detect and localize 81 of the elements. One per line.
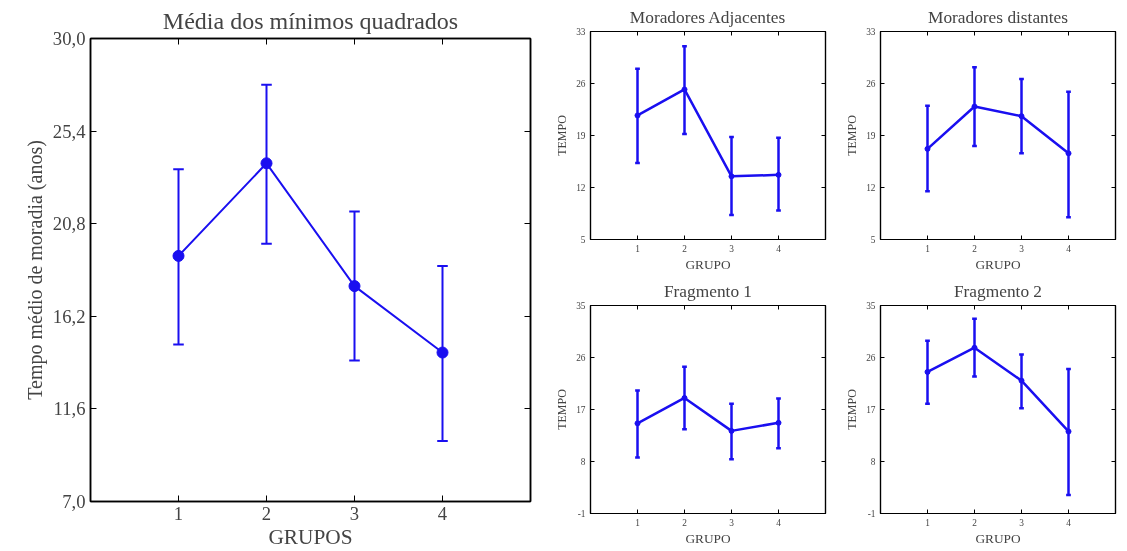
y-tick-label: 19 <box>576 131 586 141</box>
x-tick-label: 3 <box>349 502 360 524</box>
point <box>971 344 978 351</box>
point <box>1018 377 1025 384</box>
x-tick-label: 1 <box>925 517 931 528</box>
x-tick-label: 3 <box>1019 243 1025 254</box>
y-tick-label: -1 <box>577 509 586 519</box>
y-tick-label: -1 <box>867 509 876 519</box>
x-tick-label: 1 <box>925 243 931 254</box>
point <box>924 368 931 375</box>
point <box>775 419 782 426</box>
x-tick-label: 1 <box>635 517 641 528</box>
x-tick-label: 2 <box>972 517 978 528</box>
y-tick-label: 8 <box>580 457 586 467</box>
y-tick-label: 33 <box>576 27 586 37</box>
x-tick-label: 1 <box>173 502 184 524</box>
x-tick-label: 2 <box>682 517 688 528</box>
y-tick-label: 5 <box>580 235 586 245</box>
x-axis-title: GRUPO <box>685 530 731 546</box>
y-tick-label: 25,4 <box>52 120 87 142</box>
x-axis-title: GRUPO <box>685 256 731 272</box>
y-axis-title: Tempo médio de moradia (anos) <box>23 140 47 400</box>
y-tick-label: 11,6 <box>53 398 86 420</box>
point <box>260 157 273 170</box>
point <box>728 427 735 434</box>
chart-title: Média dos mínimos quadrados <box>162 7 459 34</box>
y-tick-label: 26 <box>576 353 586 363</box>
x-tick-label: 4 <box>1066 517 1072 528</box>
point <box>634 112 641 119</box>
x-tick-label: 3 <box>729 243 735 254</box>
y-tick-label: 17 <box>576 405 586 415</box>
point <box>634 420 641 427</box>
y-tick-label: 20,8 <box>52 213 86 235</box>
y-tick-label: 12 <box>866 183 876 193</box>
point <box>681 394 688 401</box>
y-axis-title: TEMPO <box>555 114 570 156</box>
y-axis-title: TEMPO <box>845 388 860 430</box>
point <box>924 145 931 152</box>
y-tick-label: 26 <box>866 353 876 363</box>
chart-title: Fragmento 1 <box>663 281 753 301</box>
y-tick-label: 16,2 <box>52 305 86 327</box>
x-tick-label: 2 <box>682 243 688 254</box>
x-tick-label: 4 <box>776 517 782 528</box>
y-tick-label: 30,0 <box>52 28 86 49</box>
point <box>681 86 688 93</box>
point <box>172 249 185 262</box>
point <box>775 171 782 178</box>
y-tick-label: 17 <box>866 405 876 415</box>
y-tick-label: 19 <box>866 131 876 141</box>
point <box>971 103 978 110</box>
y-tick-label: 33 <box>866 27 876 37</box>
x-tick-label: 2 <box>972 243 978 254</box>
x-tick-label: 4 <box>1066 243 1072 254</box>
x-tick-label: 3 <box>1019 517 1025 528</box>
point <box>1065 428 1072 435</box>
y-tick-label: 35 <box>576 301 586 311</box>
y-tick-label: 8 <box>870 457 876 467</box>
point <box>728 173 735 180</box>
point <box>1065 150 1072 157</box>
point <box>1018 113 1025 120</box>
y-tick-label: 7,0 <box>62 491 86 512</box>
y-tick-label: 12 <box>576 183 586 193</box>
x-tick-label: 2 <box>261 502 272 524</box>
x-axis-title: GRUPO <box>975 256 1021 272</box>
x-tick-label: 3 <box>729 517 735 528</box>
x-tick-label: 4 <box>437 502 448 524</box>
y-tick-label: 5 <box>870 235 876 245</box>
y-axis-title: TEMPO <box>845 114 860 156</box>
y-tick-label: 35 <box>866 301 876 311</box>
y-tick-label: 26 <box>576 79 586 89</box>
y-tick-label: 26 <box>866 79 876 89</box>
point <box>348 280 361 293</box>
x-tick-label: 4 <box>776 243 782 254</box>
y-axis-title: TEMPO <box>555 388 570 430</box>
x-axis-title: GRUPOS <box>268 524 353 549</box>
x-axis-title: GRUPO <box>975 530 1021 546</box>
x-tick-label: 1 <box>635 243 641 254</box>
point <box>436 346 449 359</box>
chart-title: Moradores Adjacentes <box>629 7 786 27</box>
chart-title: Moradores distantes <box>927 7 1069 27</box>
chart-title: Fragmento 2 <box>953 281 1043 301</box>
